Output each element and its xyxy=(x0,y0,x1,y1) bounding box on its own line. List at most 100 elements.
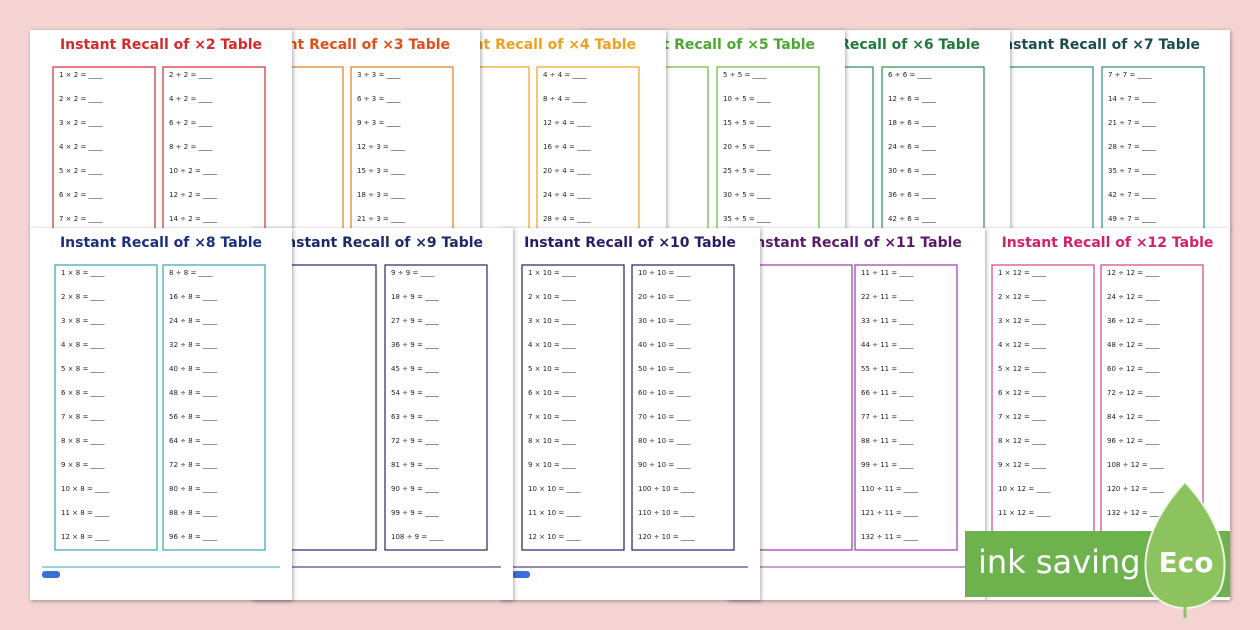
question: 2 × 12 = ____ xyxy=(998,293,1046,301)
question: 15 ÷ 3 = ____ xyxy=(357,167,405,175)
question: 2 × 10 = ____ xyxy=(528,293,576,301)
question: 8 ÷ 4 = ____ xyxy=(543,95,587,103)
question: 56 ÷ 8 = ____ xyxy=(169,413,217,421)
sheet xyxy=(251,228,513,600)
question: 60 ÷ 10 = ____ xyxy=(638,389,691,397)
question: 120 ÷ 12 = ____ xyxy=(1107,485,1164,493)
question: 110 ÷ 10 = ____ xyxy=(638,509,695,517)
question: 9 ÷ 3 = ____ xyxy=(357,119,401,127)
question: 132 ÷ 11 = ____ xyxy=(861,533,918,541)
question: 20 ÷ 10 = ____ xyxy=(638,293,691,301)
worksheet: Instant Recall of ×2 Table 1 × 2 = ____ 2 … xyxy=(30,30,292,240)
question: 22 ÷ 11 = ____ xyxy=(861,293,914,301)
question: 28 ÷ 4 = ____ xyxy=(543,215,591,223)
question: 42 ÷ 6 = ____ xyxy=(888,215,936,223)
question: 30 ÷ 10 = ____ xyxy=(638,317,691,325)
question: 24 ÷ 8 = ____ xyxy=(169,317,217,325)
question: 5 × 8 = ____ xyxy=(61,365,105,373)
question: 7 × 8 = ____ xyxy=(61,413,105,421)
sheet-title: Instant Recall of ×10 Table xyxy=(524,235,736,251)
sheet-title: Instant Recall of ×7 Table xyxy=(998,37,1200,53)
question: 120 ÷ 10 = ____ xyxy=(638,533,695,541)
question: 10 × 12 = ____ xyxy=(998,485,1051,493)
question: 6 × 12 = ____ xyxy=(998,389,1046,397)
worksheet: Instant Recall of ×10 Table 1 × 10 = ____… xyxy=(500,228,760,600)
question: 72 ÷ 8 = ____ xyxy=(169,461,217,469)
question: 96 ÷ 8 = ____ xyxy=(169,533,217,541)
question: 12 ÷ 3 = ____ xyxy=(357,143,405,151)
question: 4 ÷ 4 = ____ xyxy=(543,71,587,79)
question: 84 ÷ 12 = ____ xyxy=(1107,413,1160,421)
answer-box xyxy=(854,264,958,551)
question: 12 ÷ 6 = ____ xyxy=(888,95,936,103)
question: 40 ÷ 10 = ____ xyxy=(638,341,691,349)
question: 10 × 10 = ____ xyxy=(528,485,581,493)
question: 20 ÷ 5 = ____ xyxy=(723,143,771,151)
question: 6 ÷ 6 = ____ xyxy=(888,71,932,79)
question: 36 ÷ 6 = ____ xyxy=(888,191,936,199)
question: 132 ÷ 12 = ____ xyxy=(1107,509,1164,517)
answer-box xyxy=(162,264,266,551)
question: 2 × 8 = ____ xyxy=(61,293,105,301)
question: 8 × 8 = ____ xyxy=(61,437,105,445)
question: 81 ÷ 9 = ____ xyxy=(391,461,439,469)
question: 33 ÷ 11 = ____ xyxy=(861,317,914,325)
question: 40 ÷ 8 = ____ xyxy=(169,365,217,373)
question: 80 ÷ 8 = ____ xyxy=(169,485,217,493)
question: 96 ÷ 12 = ____ xyxy=(1107,437,1160,445)
question: 80 ÷ 10 = ____ xyxy=(638,437,691,445)
question: 6 × 10 = ____ xyxy=(528,389,576,397)
question: 12 ÷ 4 = ____ xyxy=(543,119,591,127)
question: 6 × 8 = ____ xyxy=(61,389,105,397)
sheet xyxy=(727,228,985,600)
question: 4 ÷ 2 = ____ xyxy=(169,95,213,103)
sheet-title: Instant Recall of ×9 Table xyxy=(281,235,483,251)
question: 27 ÷ 9 = ____ xyxy=(391,317,439,325)
question: 66 ÷ 11 = ____ xyxy=(861,389,914,397)
sheet-title: Instant Recall of ×3 Table xyxy=(248,37,450,53)
question: 6 ÷ 2 = ____ xyxy=(169,119,213,127)
question: 44 ÷ 11 = ____ xyxy=(861,341,914,349)
question: 8 × 10 = ____ xyxy=(528,437,576,445)
question: 110 ÷ 11 = ____ xyxy=(861,485,918,493)
question: 16 ÷ 4 = ____ xyxy=(543,143,591,151)
sheet xyxy=(30,228,292,600)
question: 49 ÷ 7 = ____ xyxy=(1108,215,1156,223)
question: 36 ÷ 9 = ____ xyxy=(391,341,439,349)
question: 18 ÷ 9 = ____ xyxy=(391,293,439,301)
question: 24 ÷ 12 = ____ xyxy=(1107,293,1160,301)
question: 24 ÷ 4 = ____ xyxy=(543,191,591,199)
question: 3 × 2 = ____ xyxy=(59,119,103,127)
question: 10 ÷ 5 = ____ xyxy=(723,95,771,103)
question: 7 × 12 = ____ xyxy=(998,413,1046,421)
sheet-title: Instant Recall of ×8 Table xyxy=(60,235,262,251)
question: 4 × 8 = ____ xyxy=(61,341,105,349)
worksheet: Instant Recall of ×8 Table 1 × 8 = ____ 2 … xyxy=(30,228,292,600)
question: 7 × 10 = ____ xyxy=(528,413,576,421)
question: 4 × 10 = ____ xyxy=(528,341,576,349)
sheet-title: Instant Recall of ×12 Table xyxy=(1002,235,1214,251)
question: 10 × 8 = ____ xyxy=(61,485,109,493)
question: 10 ÷ 2 = ____ xyxy=(169,167,217,175)
question: 1 × 12 = ____ xyxy=(998,269,1046,277)
eco-badge: ink saving Eco xyxy=(965,480,1230,618)
question: 108 ÷ 9 = ____ xyxy=(391,533,444,541)
question: 12 ÷ 12 = ____ xyxy=(1107,269,1160,277)
footer-logo xyxy=(512,571,530,578)
question: 99 ÷ 11 = ____ xyxy=(861,461,914,469)
sheet-title: Instant Recall of ×2 Table xyxy=(60,37,262,53)
question: 1 × 2 = ____ xyxy=(59,71,103,79)
question: 12 ÷ 2 = ____ xyxy=(169,191,217,199)
answer-box xyxy=(521,264,625,551)
question: 50 ÷ 10 = ____ xyxy=(638,365,691,373)
question: 24 ÷ 6 = ____ xyxy=(888,143,936,151)
question: 63 ÷ 9 = ____ xyxy=(391,413,439,421)
question: 9 × 12 = ____ xyxy=(998,461,1046,469)
question: 88 ÷ 11 = ____ xyxy=(861,437,914,445)
question: 70 ÷ 10 = ____ xyxy=(638,413,691,421)
question: 5 × 2 = ____ xyxy=(59,167,103,175)
answer-box xyxy=(631,264,735,551)
question: 3 × 8 = ____ xyxy=(61,317,105,325)
question: 45 ÷ 9 = ____ xyxy=(391,365,439,373)
